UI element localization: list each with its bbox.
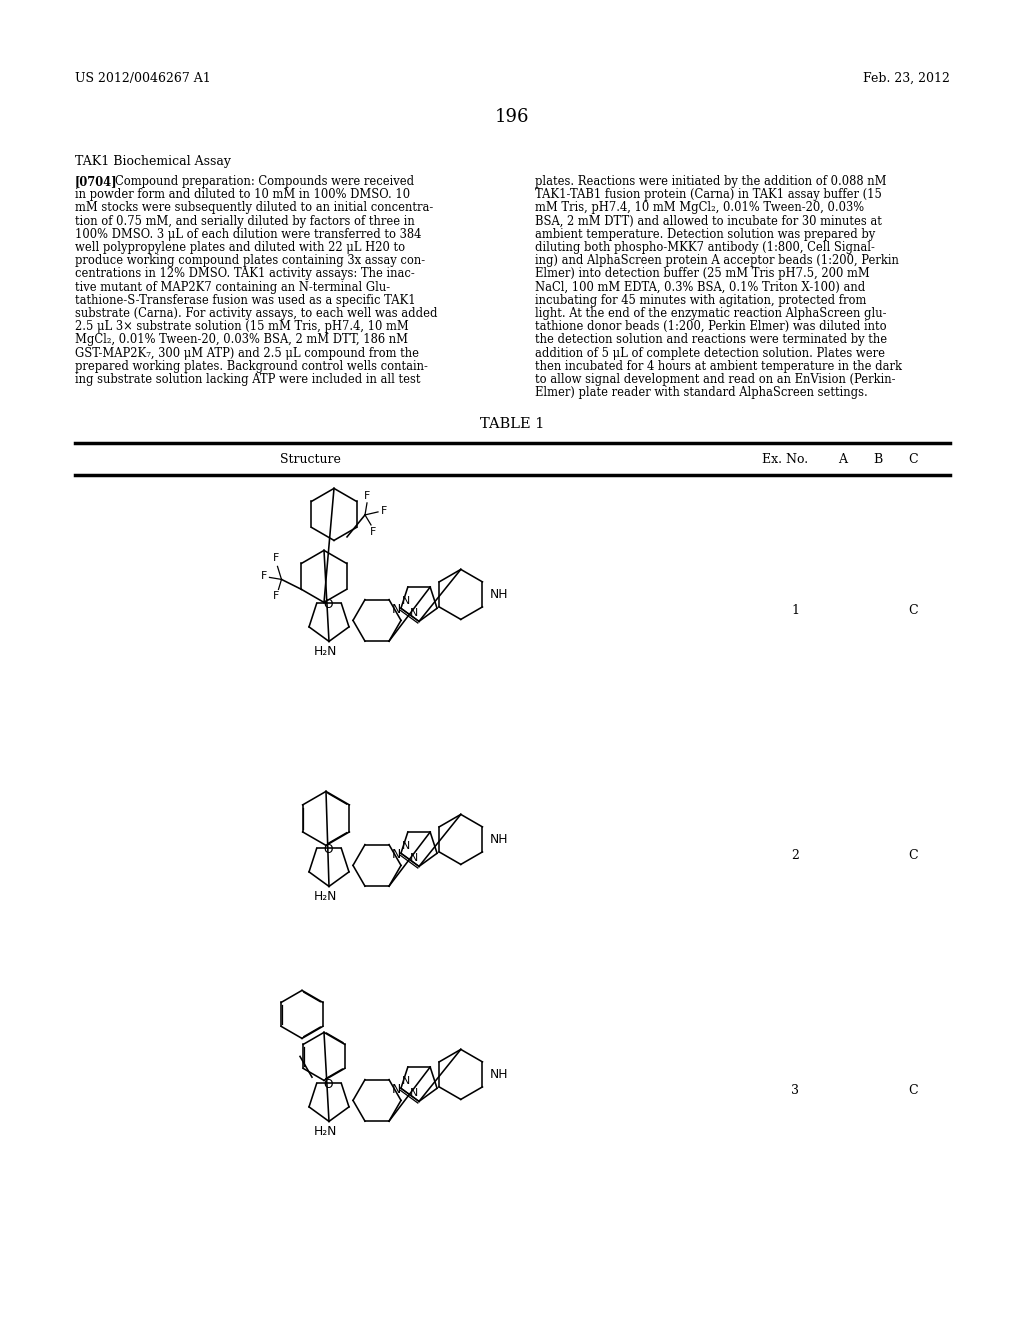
Text: NH: NH — [489, 587, 508, 601]
Text: the detection solution and reactions were terminated by the: the detection solution and reactions wer… — [535, 334, 887, 346]
Text: ambient temperature. Detection solution was prepared by: ambient temperature. Detection solution … — [535, 228, 876, 240]
Text: F: F — [273, 553, 280, 564]
Text: NH: NH — [489, 1068, 508, 1081]
Text: plates. Reactions were initiated by the addition of 0.088 nM: plates. Reactions were initiated by the … — [535, 176, 887, 187]
Text: 196: 196 — [495, 108, 529, 125]
Text: TAK1-TAB1 fusion protein (Carna) in TAK1 assay buffer (15: TAK1-TAB1 fusion protein (Carna) in TAK1… — [535, 189, 882, 201]
Text: NH: NH — [489, 833, 508, 846]
Text: 1: 1 — [791, 605, 799, 616]
Text: to allow signal development and read on an EnVision (Perkin-: to allow signal development and read on … — [535, 374, 896, 385]
Text: light. At the end of the enzymatic reaction AlphaScreen glu-: light. At the end of the enzymatic react… — [535, 308, 887, 319]
Text: N: N — [402, 1076, 411, 1086]
Text: N: N — [392, 847, 401, 861]
Text: F: F — [364, 491, 370, 500]
Text: [0704]: [0704] — [75, 176, 118, 187]
Text: NaCl, 100 mM EDTA, 0.3% BSA, 0.1% Triton X-100) and: NaCl, 100 mM EDTA, 0.3% BSA, 0.1% Triton… — [535, 281, 865, 293]
Text: substrate (Carna). For activity assays, to each well was added: substrate (Carna). For activity assays, … — [75, 308, 437, 319]
Text: F: F — [370, 527, 376, 537]
Text: produce working compound plates containing 3x assay con-: produce working compound plates containi… — [75, 255, 425, 267]
Text: N: N — [410, 1089, 418, 1098]
Text: incubating for 45 minutes with agitation, protected from: incubating for 45 minutes with agitation… — [535, 294, 866, 306]
Text: 2: 2 — [792, 849, 799, 862]
Text: O: O — [324, 1078, 334, 1090]
Text: MgCl₂, 0.01% Tween-20, 0.03% BSA, 2 mM DTT, 186 nM: MgCl₂, 0.01% Tween-20, 0.03% BSA, 2 mM D… — [75, 334, 408, 346]
Text: then incubated for 4 hours at ambient temperature in the dark: then incubated for 4 hours at ambient te… — [535, 360, 902, 372]
Text: ing substrate solution lacking ATP were included in all test: ing substrate solution lacking ATP were … — [75, 374, 421, 385]
Text: F: F — [273, 591, 280, 602]
Text: TABLE 1: TABLE 1 — [480, 417, 544, 432]
Text: A: A — [839, 453, 848, 466]
Text: C: C — [908, 1084, 918, 1097]
Text: well polypropylene plates and diluted with 22 μL H20 to: well polypropylene plates and diluted wi… — [75, 242, 406, 253]
Text: tathione-S-Transferase fusion was used as a specific TAK1: tathione-S-Transferase fusion was used a… — [75, 294, 416, 306]
Text: TAK1 Biochemical Assay: TAK1 Biochemical Assay — [75, 154, 231, 168]
Text: Feb. 23, 2012: Feb. 23, 2012 — [863, 73, 950, 84]
Text: N: N — [410, 609, 418, 618]
Text: N: N — [392, 1082, 401, 1096]
Text: in powder form and diluted to 10 mM in 100% DMSO. 10: in powder form and diluted to 10 mM in 1… — [75, 189, 411, 201]
Text: mM stocks were subsequently diluted to an initial concentra-: mM stocks were subsequently diluted to a… — [75, 202, 433, 214]
Text: C: C — [908, 605, 918, 616]
Text: Elmer) plate reader with standard AlphaScreen settings.: Elmer) plate reader with standard AlphaS… — [535, 387, 867, 399]
Text: B: B — [873, 453, 883, 466]
Text: tion of 0.75 mM, and serially diluted by factors of three in: tion of 0.75 mM, and serially diluted by… — [75, 215, 415, 227]
Text: GST-MAP2K₇, 300 μM ATP) and 2.5 μL compound from the: GST-MAP2K₇, 300 μM ATP) and 2.5 μL compo… — [75, 347, 419, 359]
Text: 3: 3 — [791, 1084, 799, 1097]
Text: addition of 5 μL of complete detection solution. Plates were: addition of 5 μL of complete detection s… — [535, 347, 885, 359]
Text: 2.5 μL 3× substrate solution (15 mM Tris, pH7.4, 10 mM: 2.5 μL 3× substrate solution (15 mM Tris… — [75, 321, 409, 333]
Text: BSA, 2 mM DTT) and allowed to incubate for 30 minutes at: BSA, 2 mM DTT) and allowed to incubate f… — [535, 215, 882, 227]
Text: H₂N: H₂N — [313, 1125, 337, 1138]
Text: prepared working plates. Background control wells contain-: prepared working plates. Background cont… — [75, 360, 428, 372]
Text: F: F — [261, 572, 267, 581]
Text: diluting both phospho-MKK7 antibody (1:800, Cell Signal-: diluting both phospho-MKK7 antibody (1:8… — [535, 242, 874, 253]
Text: ing) and AlphaScreen protein A acceptor beads (1:200, Perkin: ing) and AlphaScreen protein A acceptor … — [535, 255, 899, 267]
Text: H₂N: H₂N — [313, 645, 337, 657]
Text: H₂N: H₂N — [313, 890, 337, 903]
Text: 100% DMSO. 3 μL of each dilution were transferred to 384: 100% DMSO. 3 μL of each dilution were tr… — [75, 228, 421, 240]
Text: Ex. No.: Ex. No. — [762, 453, 808, 466]
Text: N: N — [402, 597, 411, 606]
Text: mM Tris, pH7.4, 10 mM MgCl₂, 0.01% Tween-20, 0.03%: mM Tris, pH7.4, 10 mM MgCl₂, 0.01% Tween… — [535, 202, 864, 214]
Text: N: N — [392, 603, 401, 615]
Text: F: F — [381, 506, 387, 516]
Text: Compound preparation: Compounds were received: Compound preparation: Compounds were rec… — [115, 176, 414, 187]
Text: tathione donor beads (1:200, Perkin Elmer) was diluted into: tathione donor beads (1:200, Perkin Elme… — [535, 321, 887, 333]
Text: Elmer) into detection buffer (25 mM Tris pH7.5, 200 mM: Elmer) into detection buffer (25 mM Tris… — [535, 268, 869, 280]
Text: C: C — [908, 849, 918, 862]
Text: O: O — [324, 843, 334, 855]
Text: N: N — [410, 854, 418, 863]
Text: C: C — [908, 453, 918, 466]
Text: US 2012/0046267 A1: US 2012/0046267 A1 — [75, 73, 211, 84]
Text: O: O — [324, 598, 334, 611]
Text: tive mutant of MAP2K7 containing an N-terminal Glu-: tive mutant of MAP2K7 containing an N-te… — [75, 281, 390, 293]
Text: Structure: Structure — [280, 453, 340, 466]
Text: N: N — [402, 841, 411, 851]
Text: centrations in 12% DMSO. TAK1 activity assays: The inac-: centrations in 12% DMSO. TAK1 activity a… — [75, 268, 415, 280]
